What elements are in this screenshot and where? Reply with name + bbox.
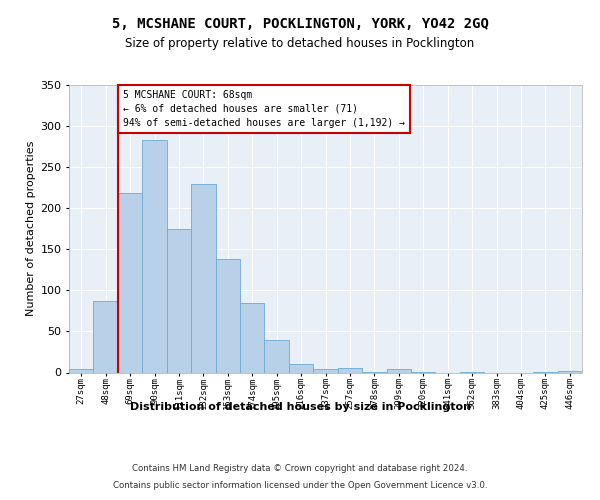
- Text: 5, MCSHANE COURT, POCKLINGTON, YORK, YO42 2GQ: 5, MCSHANE COURT, POCKLINGTON, YORK, YO4…: [112, 18, 488, 32]
- Bar: [557, 371, 582, 372]
- Text: Contains HM Land Registry data © Crown copyright and database right 2024.: Contains HM Land Registry data © Crown c…: [132, 464, 468, 473]
- Bar: [94, 301, 118, 372]
- Text: Distribution of detached houses by size in Pocklington: Distribution of detached houses by size …: [130, 402, 470, 412]
- Bar: [240, 302, 265, 372]
- Bar: [265, 340, 289, 372]
- Bar: [69, 369, 94, 372]
- Text: Contains public sector information licensed under the Open Government Licence v3: Contains public sector information licen…: [113, 481, 487, 490]
- Bar: [338, 368, 362, 372]
- Bar: [167, 229, 191, 372]
- Bar: [386, 369, 411, 372]
- Bar: [118, 194, 142, 372]
- Bar: [313, 369, 338, 372]
- Bar: [289, 364, 313, 372]
- Bar: [191, 184, 215, 372]
- Y-axis label: Number of detached properties: Number of detached properties: [26, 141, 36, 316]
- Text: Size of property relative to detached houses in Pocklington: Size of property relative to detached ho…: [125, 38, 475, 51]
- Bar: [142, 140, 167, 372]
- Text: 5 MCSHANE COURT: 68sqm
← 6% of detached houses are smaller (71)
94% of semi-deta: 5 MCSHANE COURT: 68sqm ← 6% of detached …: [123, 90, 405, 128]
- Bar: [215, 259, 240, 372]
